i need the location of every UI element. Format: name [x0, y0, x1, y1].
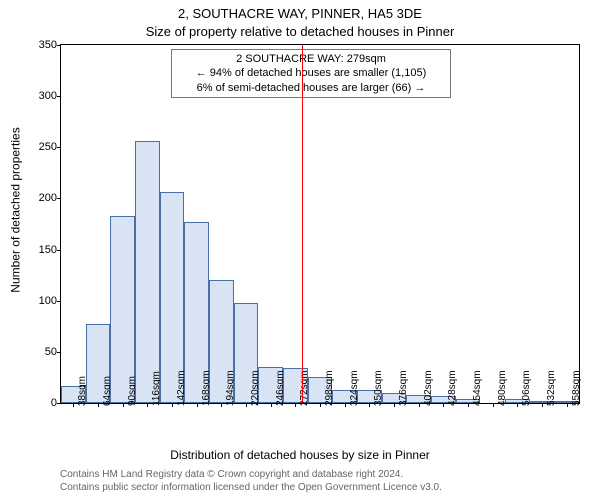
histogram-bar [110, 216, 135, 403]
annotation-box: 2 SOUTHACRE WAY: 279sqm ← 94% of detache… [171, 49, 451, 98]
x-axis-label: Distribution of detached houses by size … [0, 448, 600, 462]
y-tick-label: 50 [23, 346, 57, 358]
y-axis-label: Number of detached properties [8, 0, 24, 420]
y-tick-label: 300 [23, 90, 57, 102]
footer-line2: Contains public sector information licen… [60, 482, 590, 495]
reference-line [302, 45, 303, 403]
y-tick-label: 100 [23, 295, 57, 307]
footer-line1: Contains HM Land Registry data © Crown c… [60, 469, 590, 482]
chart-wrap: 2, SOUTHACRE WAY, PINNER, HA5 3DE Size o… [0, 0, 600, 500]
histogram-bar [135, 141, 160, 403]
x-tick-label: 558sqm [571, 370, 582, 406]
plot-area: 2 SOUTHACRE WAY: 279sqm ← 94% of detache… [60, 44, 580, 404]
x-tick-label: 454sqm [472, 370, 483, 406]
footer: Contains HM Land Registry data © Crown c… [60, 469, 590, 494]
y-tick-label: 250 [23, 141, 57, 153]
chart-subtitle: Size of property relative to detached ho… [0, 24, 600, 39]
annotation-line3: 6% of semi-detached houses are larger (6… [178, 81, 444, 95]
y-tick-label: 0 [23, 397, 57, 409]
y-tick-label: 200 [23, 192, 57, 204]
y-tick-label: 350 [23, 39, 57, 51]
chart-title: 2, SOUTHACRE WAY, PINNER, HA5 3DE [0, 6, 600, 21]
annotation-line1: 2 SOUTHACRE WAY: 279sqm [178, 52, 444, 66]
annotation-line2: ← 94% of detached houses are smaller (1,… [178, 66, 444, 80]
y-tick-label: 150 [23, 244, 57, 256]
